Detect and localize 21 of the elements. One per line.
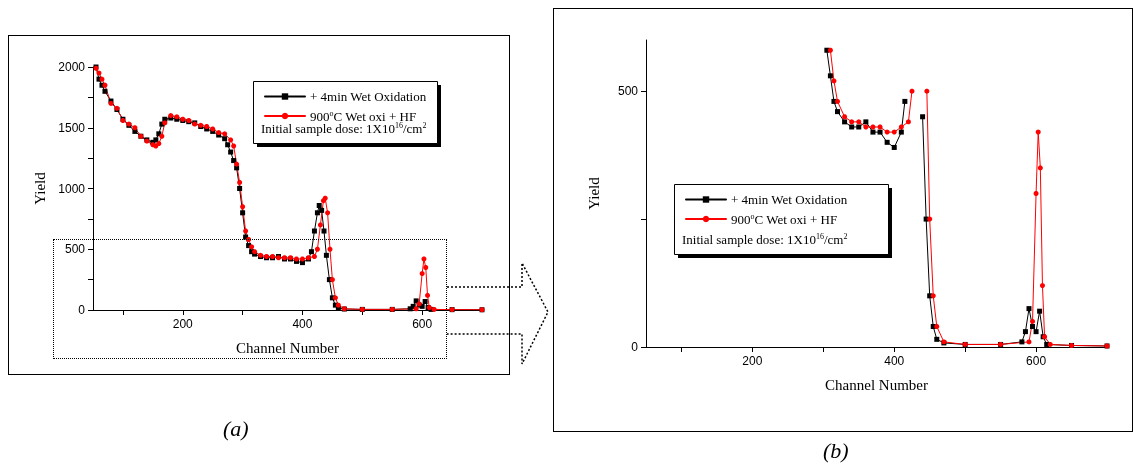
y-tick-label: 0 — [78, 303, 86, 317]
y-tick-label: 500 — [617, 84, 639, 99]
y-tick-label: 500 — [64, 242, 86, 257]
x-tick-label: 200 — [742, 354, 763, 368]
legend-label: + 4min Wet Oxidation — [310, 89, 427, 104]
legend-label: + 4min Wet Oxidation — [731, 192, 848, 207]
x-axis-title: Channel Number — [236, 339, 339, 356]
x-axis-title: Channel Number — [825, 376, 928, 393]
y-tick-label: 1000 — [58, 181, 86, 196]
y-axis-title: Yield — [585, 176, 602, 210]
x-tick-label: 600 — [1026, 354, 1047, 368]
y-tick-label: 0 — [631, 340, 639, 354]
x-tick-label: 400 — [292, 317, 313, 331]
text: (b) — [823, 438, 849, 463]
x-tick-label: 600 — [412, 317, 433, 331]
text: (a) — [223, 416, 249, 441]
y-tick-label: 2000 — [58, 60, 86, 74]
x-tick-label: 200 — [172, 317, 194, 331]
x-tick-label: 400 — [884, 354, 905, 368]
y-tick-label: 1500 — [58, 120, 86, 135]
y-axis-title: Yield — [31, 171, 48, 205]
